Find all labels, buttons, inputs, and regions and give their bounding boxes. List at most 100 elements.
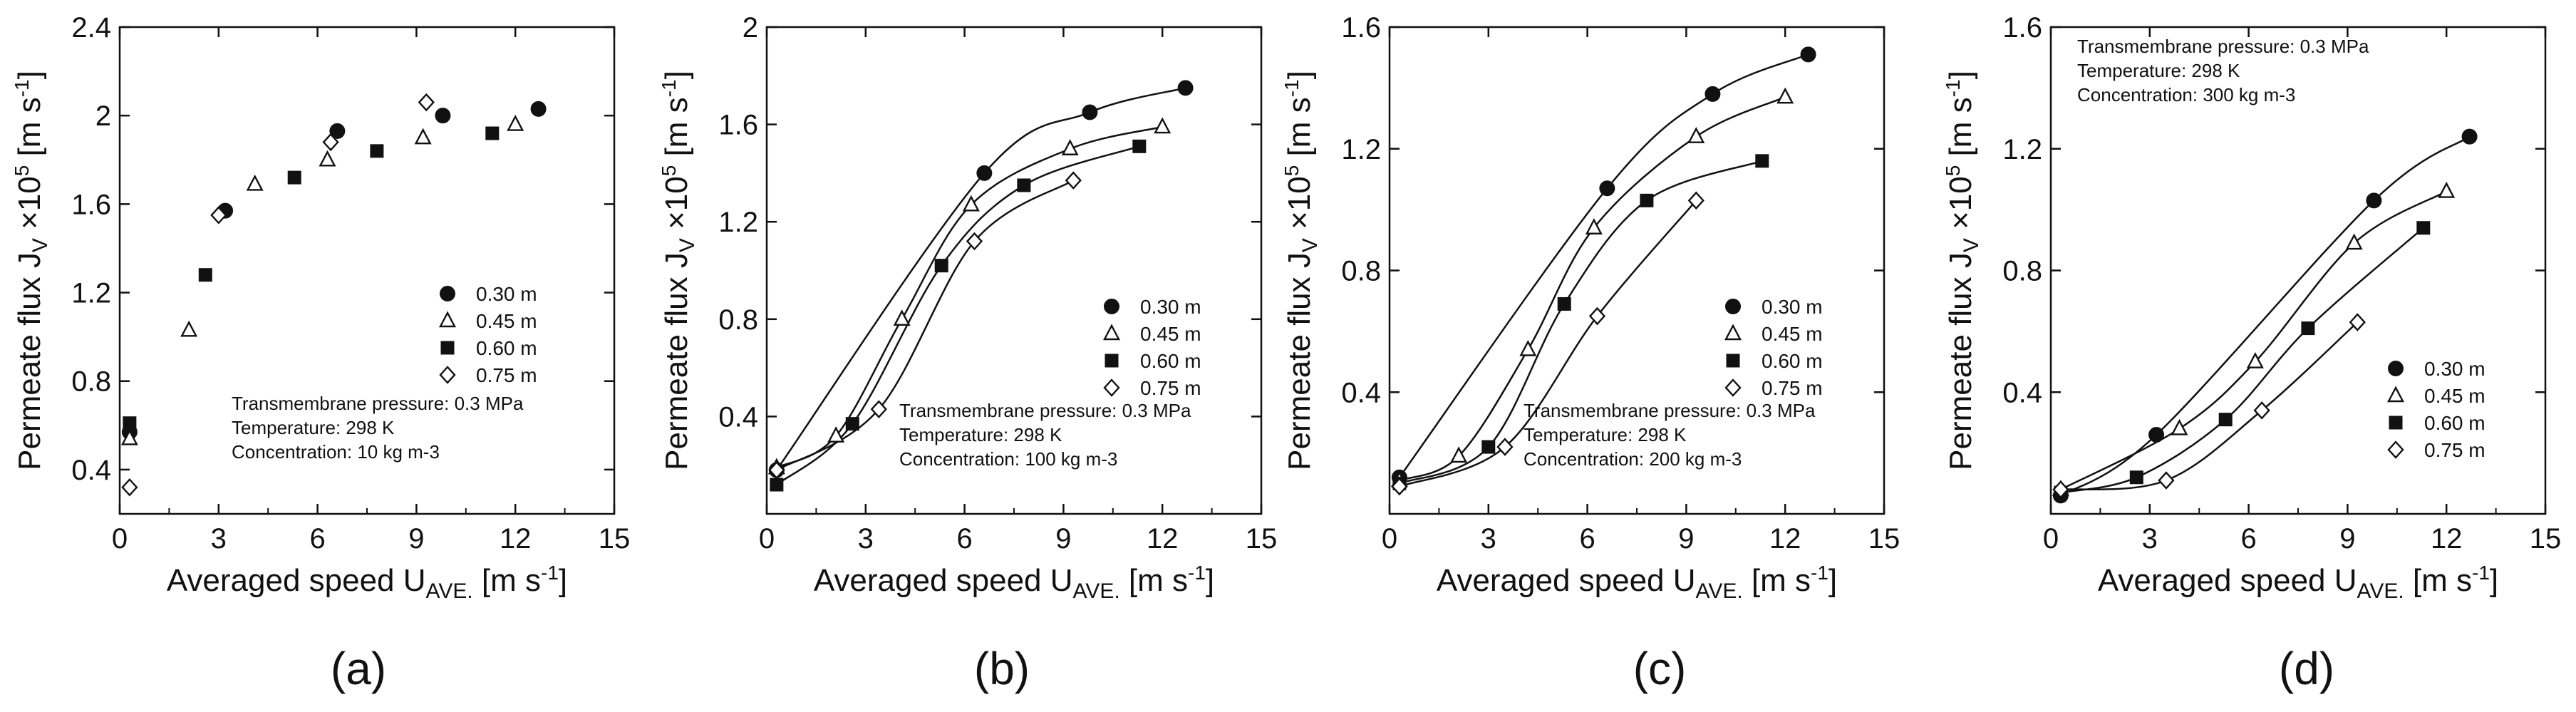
legend-marker-triangle <box>1103 324 1120 341</box>
x-tick-label: 9 <box>1055 523 1071 554</box>
x-tick-label: 15 <box>2530 523 2562 554</box>
legend-marker-diamond <box>1724 378 1742 397</box>
data-point-diamond <box>121 478 138 497</box>
legend-label: 0.60 m <box>1762 350 1823 372</box>
data-point-diamond <box>1588 306 1606 326</box>
y-tick-label: 0.8 <box>718 304 758 336</box>
data-point-square <box>770 478 784 492</box>
annotation-line: Concentration: 300 kg m-3 <box>2077 84 2295 105</box>
panel-label: (c) <box>1633 643 1687 694</box>
x-tick-label: 15 <box>1246 523 1278 554</box>
data-point-diamond <box>966 232 983 251</box>
data-point-triangle <box>246 174 264 191</box>
data-point-circle <box>329 123 346 139</box>
data-point-triangle <box>1687 127 1705 143</box>
x-tick-label: 6 <box>956 523 972 554</box>
legend-marker-square <box>1726 354 1740 368</box>
annotation-line: Transmembrane pressure: 0.3 MPa <box>2077 36 2369 57</box>
legend-marker-circle <box>1104 299 1119 314</box>
data-point-square <box>1755 154 1769 168</box>
series-line-diamond <box>1399 200 1697 487</box>
x-axis-label: Averaged speed UAVE. [m s-1] <box>2098 562 2498 603</box>
panel-label: (b) <box>974 643 1030 694</box>
y-tick-label: 1.6 <box>2002 12 2042 43</box>
series-line-circle <box>2060 135 2471 497</box>
data-point-triangle <box>414 128 432 145</box>
annotation-line: Transmembrane pressure: 0.3 MPa <box>899 400 1191 421</box>
data-point-square <box>198 268 212 282</box>
data-point-diamond <box>1065 171 1082 190</box>
legend-label: 0.60 m <box>1140 350 1201 372</box>
data-point-diamond <box>2253 401 2270 420</box>
legend-label: 0.75 m <box>1140 377 1201 399</box>
x-axis-label: Averaged speed UAVE. [m s-1] <box>167 562 567 603</box>
data-point-circle <box>2461 128 2478 145</box>
data-point-square <box>845 417 859 431</box>
legend-marker-circle <box>1725 299 1741 314</box>
y-tick-label: 1.2 <box>1341 134 1381 165</box>
x-tick-label: 12 <box>1147 523 1179 554</box>
data-point-square <box>1481 440 1496 454</box>
annotation-line: Temperature: 298 K <box>232 417 395 438</box>
data-point-diamond <box>2349 313 2366 331</box>
data-point-triangle <box>827 426 845 443</box>
data-point-square <box>2301 321 2315 336</box>
y-tick-label: 2 <box>95 100 111 132</box>
x-tick-label: 6 <box>1579 523 1595 554</box>
chart-panel-3: 0 3 6 9 12 15 0.4 0.8 1.2 1.6 Averaged speed UAVE.… <box>1281 12 1900 603</box>
data-point-circle <box>976 165 993 181</box>
x-tick-label: 12 <box>1769 523 1801 554</box>
data-point-circle <box>1599 180 1615 197</box>
y-tick-label: 2.4 <box>71 12 111 43</box>
data-point-square <box>1640 193 1654 207</box>
series-line-diamond <box>2060 321 2359 491</box>
legend-marker-triangle <box>439 311 456 328</box>
data-point-square <box>123 416 137 430</box>
data-point-circle <box>1177 80 1194 96</box>
legend-label: 0.30 m <box>1762 296 1823 318</box>
legend-marker-diamond <box>1103 378 1120 397</box>
series-line-circle <box>1398 53 1809 478</box>
legend: 0.30 m 0.45 m 0.60 m 0.75 m <box>1724 296 1823 399</box>
data-point-square <box>934 259 948 273</box>
data-point-circle <box>2366 192 2382 209</box>
x-tick-label: 12 <box>500 523 532 554</box>
data-point-diamond <box>1391 477 1408 496</box>
legend: 0.30 m 0.45 m 0.60 m 0.75 m <box>2387 358 2486 461</box>
legend-label: 0.75 m <box>2424 439 2486 461</box>
data-point-circle <box>530 100 547 117</box>
data-point-square <box>2218 413 2233 427</box>
condition-annotation: Transmembrane pressure: 0.3 MPa Temperatu… <box>899 400 1191 470</box>
data-point-diamond <box>418 93 435 112</box>
data-point-triangle <box>2345 233 2363 250</box>
annotation-line: Temperature: 298 K <box>899 424 1062 445</box>
condition-annotation: Transmembrane pressure: 0.3 MPa Temperatu… <box>232 393 524 463</box>
data-point-circle <box>2148 427 2165 443</box>
data-point-triangle <box>1585 218 1603 234</box>
y-tick-label: 2 <box>743 12 758 43</box>
legend-label: 0.60 m <box>476 337 537 359</box>
data-point-square <box>2416 221 2431 235</box>
x-tick-label: 9 <box>1678 523 1694 554</box>
legend-marker-square <box>2389 416 2403 430</box>
x-tick-label: 9 <box>2339 523 2355 554</box>
y-axis-label: Permeate flux JV ×105 [m s-1] <box>1281 71 1322 470</box>
y-tick-label: 1.2 <box>71 278 111 309</box>
legend-marker-triangle <box>1724 324 1742 341</box>
x-tick-label: 3 <box>2142 523 2158 554</box>
data-point-circle <box>435 108 451 124</box>
data-point-diamond <box>870 400 887 418</box>
data-point-circle <box>1800 46 1816 63</box>
x-tick-label: 15 <box>1868 523 1900 554</box>
x-tick-label: 6 <box>309 523 325 554</box>
y-tick-label: 0.8 <box>2002 256 2042 287</box>
y-tick-label: 0.4 <box>71 455 111 486</box>
data-point-diamond <box>322 133 339 152</box>
y-tick-label: 0.4 <box>1341 377 1381 408</box>
y-tick-label: 0.4 <box>2002 377 2042 408</box>
data-point-triangle <box>120 428 138 445</box>
data-point-square <box>287 170 301 185</box>
y-axis-label: Permeate flux JV ×105 [m s-1] <box>11 71 52 470</box>
legend-marker-circle <box>2388 361 2404 376</box>
data-point-diamond <box>2158 471 2175 490</box>
